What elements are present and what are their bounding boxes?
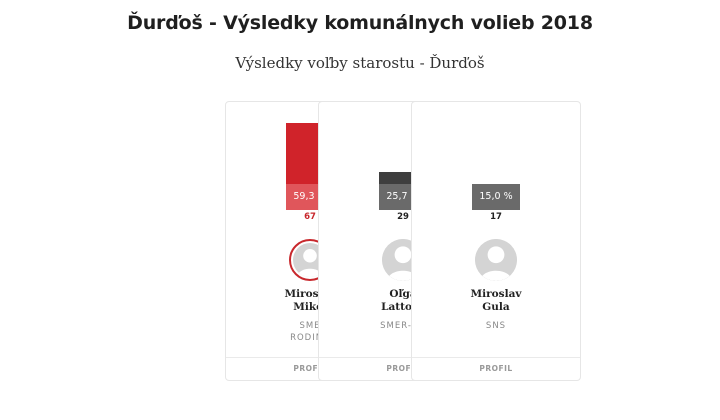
page-title: Ďurďoš - Výsledky komunálnych volieb 201…: [127, 12, 593, 34]
profile-link[interactable]: PROFIL: [479, 364, 513, 373]
party-line: SMER-SD: [380, 321, 426, 331]
chart-subtitle: Výsledky voľby starostu - Ďurďoš: [235, 54, 485, 72]
profile-divider: [319, 357, 487, 358]
bar-area: 15,0 %: [412, 102, 580, 210]
party-line: RODINA: [290, 333, 330, 343]
profile-link[interactable]: PROFIL: [386, 364, 420, 373]
candidate-party: SME RODINA: [226, 320, 394, 344]
profile-divider: [412, 357, 580, 358]
avatar-placeholder-icon: [475, 239, 517, 281]
party-line: SNS: [485, 321, 507, 331]
candidate-first-name: Miroslav: [470, 288, 522, 300]
candidate-party: SNS: [412, 320, 580, 332]
profile-link[interactable]: PROFIL: [293, 364, 327, 373]
vote-count: 17: [490, 212, 502, 222]
vote-count: 29: [397, 212, 409, 222]
candidate-first-name: Oľga: [389, 288, 417, 300]
percent-label: 15,0 %: [472, 184, 520, 210]
party-line: SME: [299, 321, 321, 331]
profile-divider: [226, 357, 394, 358]
candidate-name: Miroslav Gula: [412, 288, 580, 314]
candidate-party: SMER-SD: [319, 320, 487, 332]
vote-count: 67: [304, 212, 316, 222]
candidate-card: 15,0 % 17 Miroslav Gula SNS PROFIL: [411, 101, 581, 381]
candidate-last-name: Gula: [482, 301, 510, 313]
